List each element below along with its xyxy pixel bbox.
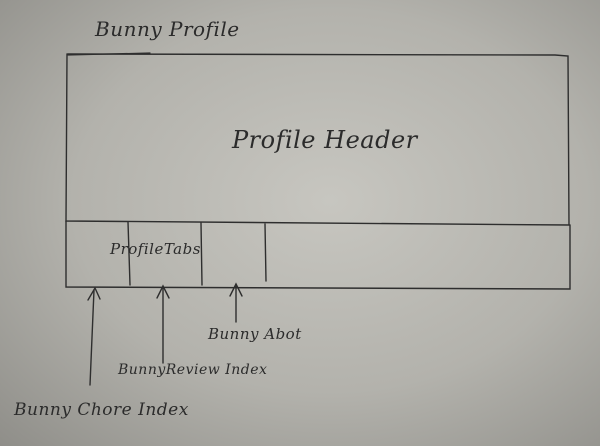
tab-annotation-bunny-review-index: BunnyReview Index [118, 362, 268, 378]
profile-tabs-bar [65, 220, 571, 290]
profile-header-label: Profile Header [232, 126, 418, 154]
arrow-review [156, 284, 170, 364]
tab-divider-2 [200, 222, 203, 286]
arrow-about [229, 282, 243, 323]
profile-tabs-label: ProfileTabs [110, 240, 201, 258]
page-title: Bunny Profile [95, 17, 240, 41]
arrow-chore [87, 286, 101, 386]
profile-header-box [65, 53, 570, 226]
tab-annotation-bunny-about: Bunny Abot [208, 325, 302, 343]
tab-annotation-bunny-chore-index: Bunny Chore Index [14, 400, 189, 420]
tab-divider-1 [127, 221, 131, 286]
tab-divider-3 [264, 223, 267, 282]
